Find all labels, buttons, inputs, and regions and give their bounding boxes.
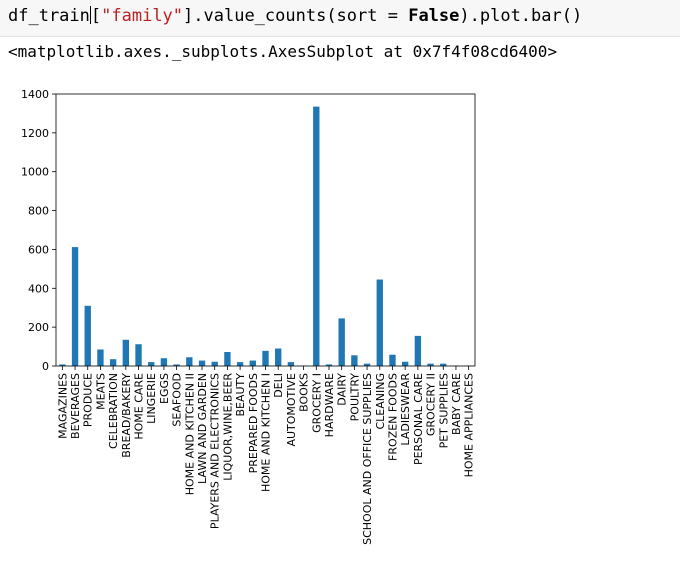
axes-frame [55, 93, 476, 367]
x-tick-label: BEAUTY [234, 373, 247, 417]
x-tick-label: SCHOOL AND OFFICE SUPPLIES [361, 373, 374, 545]
x-tick-label: CLEANING [374, 373, 387, 430]
bar [427, 363, 434, 366]
x-tick-label: HOME APPLIANCES [463, 373, 476, 477]
code-bracket: [ [90, 6, 102, 26]
x-tick-label: BEVERAGES [69, 373, 82, 439]
x-tick-label: FROZEN FOODS [386, 373, 399, 461]
bar [186, 357, 193, 366]
bar [363, 363, 371, 366]
bar [414, 335, 422, 366]
bar [84, 305, 91, 366]
code-variable: df_train [8, 6, 90, 26]
bar [376, 279, 383, 366]
bar [135, 344, 142, 366]
bar [338, 318, 345, 366]
x-tick-label: LADIESWEAR [399, 373, 412, 446]
x-tick-label: PREPARED FOODS [247, 373, 260, 473]
x-tick-label: LINGERIE [145, 373, 158, 424]
x-tick-label: GROCERY II [425, 373, 438, 436]
bar [389, 354, 396, 366]
x-tick-label: PRODUCE [82, 373, 95, 427]
x-tick-label: MEATS [94, 373, 107, 410]
bar [262, 350, 269, 366]
x-tick-label: AUTOMOTIVE [285, 373, 298, 447]
x-tick-label: HOME AND KITCHEN II [183, 373, 196, 495]
x-tick-label: MAGAZINES [56, 373, 69, 439]
bar [173, 364, 180, 366]
bar [313, 106, 320, 366]
bars-group [59, 106, 472, 366]
bar [275, 348, 282, 366]
bar [109, 359, 117, 366]
y-tick-label: 1000 [21, 166, 49, 179]
y-tick-label: 400 [28, 282, 49, 295]
x-tick-label: BOOKS [298, 373, 311, 412]
bar [287, 362, 295, 366]
output-repr: <matplotlib.axes._subplots.AxesSubplot a… [8, 42, 558, 61]
y-tick-label: 600 [28, 243, 49, 256]
code-cell[interactable]: df_train["family"].value_counts(sort = F… [0, 0, 680, 37]
x-tick-label: BABY CARE [450, 373, 463, 435]
y-tick-label: 1400 [21, 88, 49, 101]
x-tick-label: PLAYERS AND ELECTRONICS [209, 373, 222, 529]
x-tick-label: PERSONAL CARE [412, 373, 425, 465]
x-tick-label: SEAFOOD [171, 373, 184, 427]
bar [249, 360, 256, 366]
x-tick-label: HOME CARE [133, 373, 146, 440]
code-method: ].value_counts(sort = [183, 6, 409, 26]
bar [59, 364, 66, 366]
code-input[interactable]: df_train["family"].value_counts(sort = F… [8, 6, 582, 26]
x-tick-label: BREAD/BAKERY [120, 373, 133, 458]
code-string: "family" [101, 6, 184, 26]
x-tick-label: POULTRY [348, 373, 361, 422]
bar [71, 247, 79, 366]
bar [224, 352, 231, 366]
x-tick-label: PET SUPPLIES [437, 373, 450, 448]
y-tick-label: 200 [28, 321, 49, 334]
x-tick-label: DELI [272, 373, 285, 398]
x-tick-label: HOME AND KITCHEN I [260, 373, 273, 492]
y-tick-label: 800 [28, 205, 49, 218]
bar [236, 362, 244, 366]
x-tick-label: CELEBRATION [107, 373, 120, 449]
bar [211, 361, 218, 366]
bar [401, 361, 409, 366]
code-end: ).plot.bar() [459, 6, 583, 26]
bar [160, 358, 168, 366]
x-tick-label: HARDWARE [323, 373, 336, 437]
axes-group: MAGAZINES BEVERAGES PRODUCE MEATS CELEBRATIO… [21, 88, 476, 545]
text-cursor [89, 6, 91, 24]
x-tick-label: DAIRY [336, 373, 349, 406]
bar [325, 364, 333, 366]
bar [148, 362, 155, 366]
x-tick-label: LIQUOR,WINE,BEER [221, 373, 234, 481]
y-tick-label: 0 [42, 360, 49, 373]
x-tick-label: LAWN AND GARDEN [196, 373, 209, 484]
x-tick-label: EGGS [158, 373, 171, 404]
bar [198, 360, 206, 366]
bar [440, 363, 447, 366]
bar [97, 349, 104, 366]
code-keyword: False [408, 6, 460, 26]
y-tick-label: 1200 [21, 127, 49, 140]
bar [351, 355, 358, 366]
x-tick-label: GROCERY I [310, 373, 323, 433]
bar [122, 339, 130, 366]
